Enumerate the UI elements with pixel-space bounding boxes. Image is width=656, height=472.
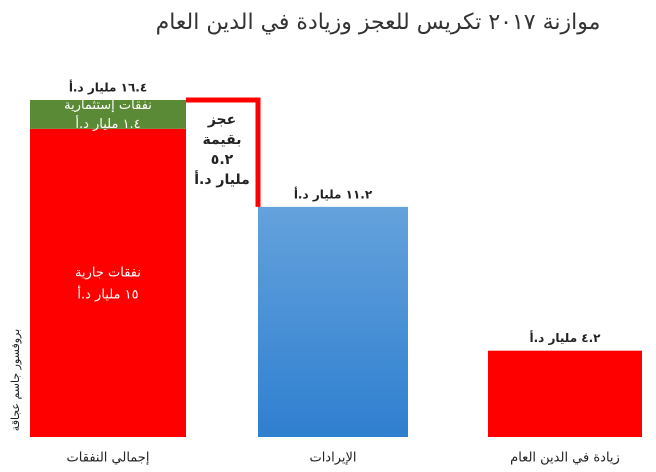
bar-segment <box>30 128 186 437</box>
bar-segment <box>488 350 642 437</box>
side-note: بروفسور جاسم عجاقة <box>9 329 22 431</box>
chart-title: موازنة ٢٠١٧ تكريس للعجز وزيادة في الدين … <box>156 10 601 35</box>
value-label: ١٥ مليار د.أ <box>77 285 138 302</box>
annotation: ٥.٢ <box>211 152 234 168</box>
annotation: بقيمة <box>203 132 242 148</box>
bar-segment <box>258 206 408 437</box>
annotation: مليار د.أ <box>194 170 250 188</box>
segment-name: نفقات إستثمارية <box>64 98 152 113</box>
value-label: ١.٤ مليار د.أ <box>75 115 140 132</box>
value-label: ٤.٢ مليار د.أ <box>529 330 601 345</box>
value-label: ١١.٢ مليار د.أ <box>294 186 373 201</box>
total-label: ١٦.٤ مليار د.أ <box>69 80 147 95</box>
x-tick-label: إجمالي النفقات <box>67 451 150 466</box>
bar-segment <box>30 100 186 129</box>
x-tick-label: زيادة في الدين العام <box>510 451 620 466</box>
x-tick-label: الإيرادات <box>309 451 356 466</box>
deficit-bracket <box>186 97 261 207</box>
annotation: عجز <box>207 112 236 128</box>
segment-name: نفقات جارية <box>75 265 141 280</box>
